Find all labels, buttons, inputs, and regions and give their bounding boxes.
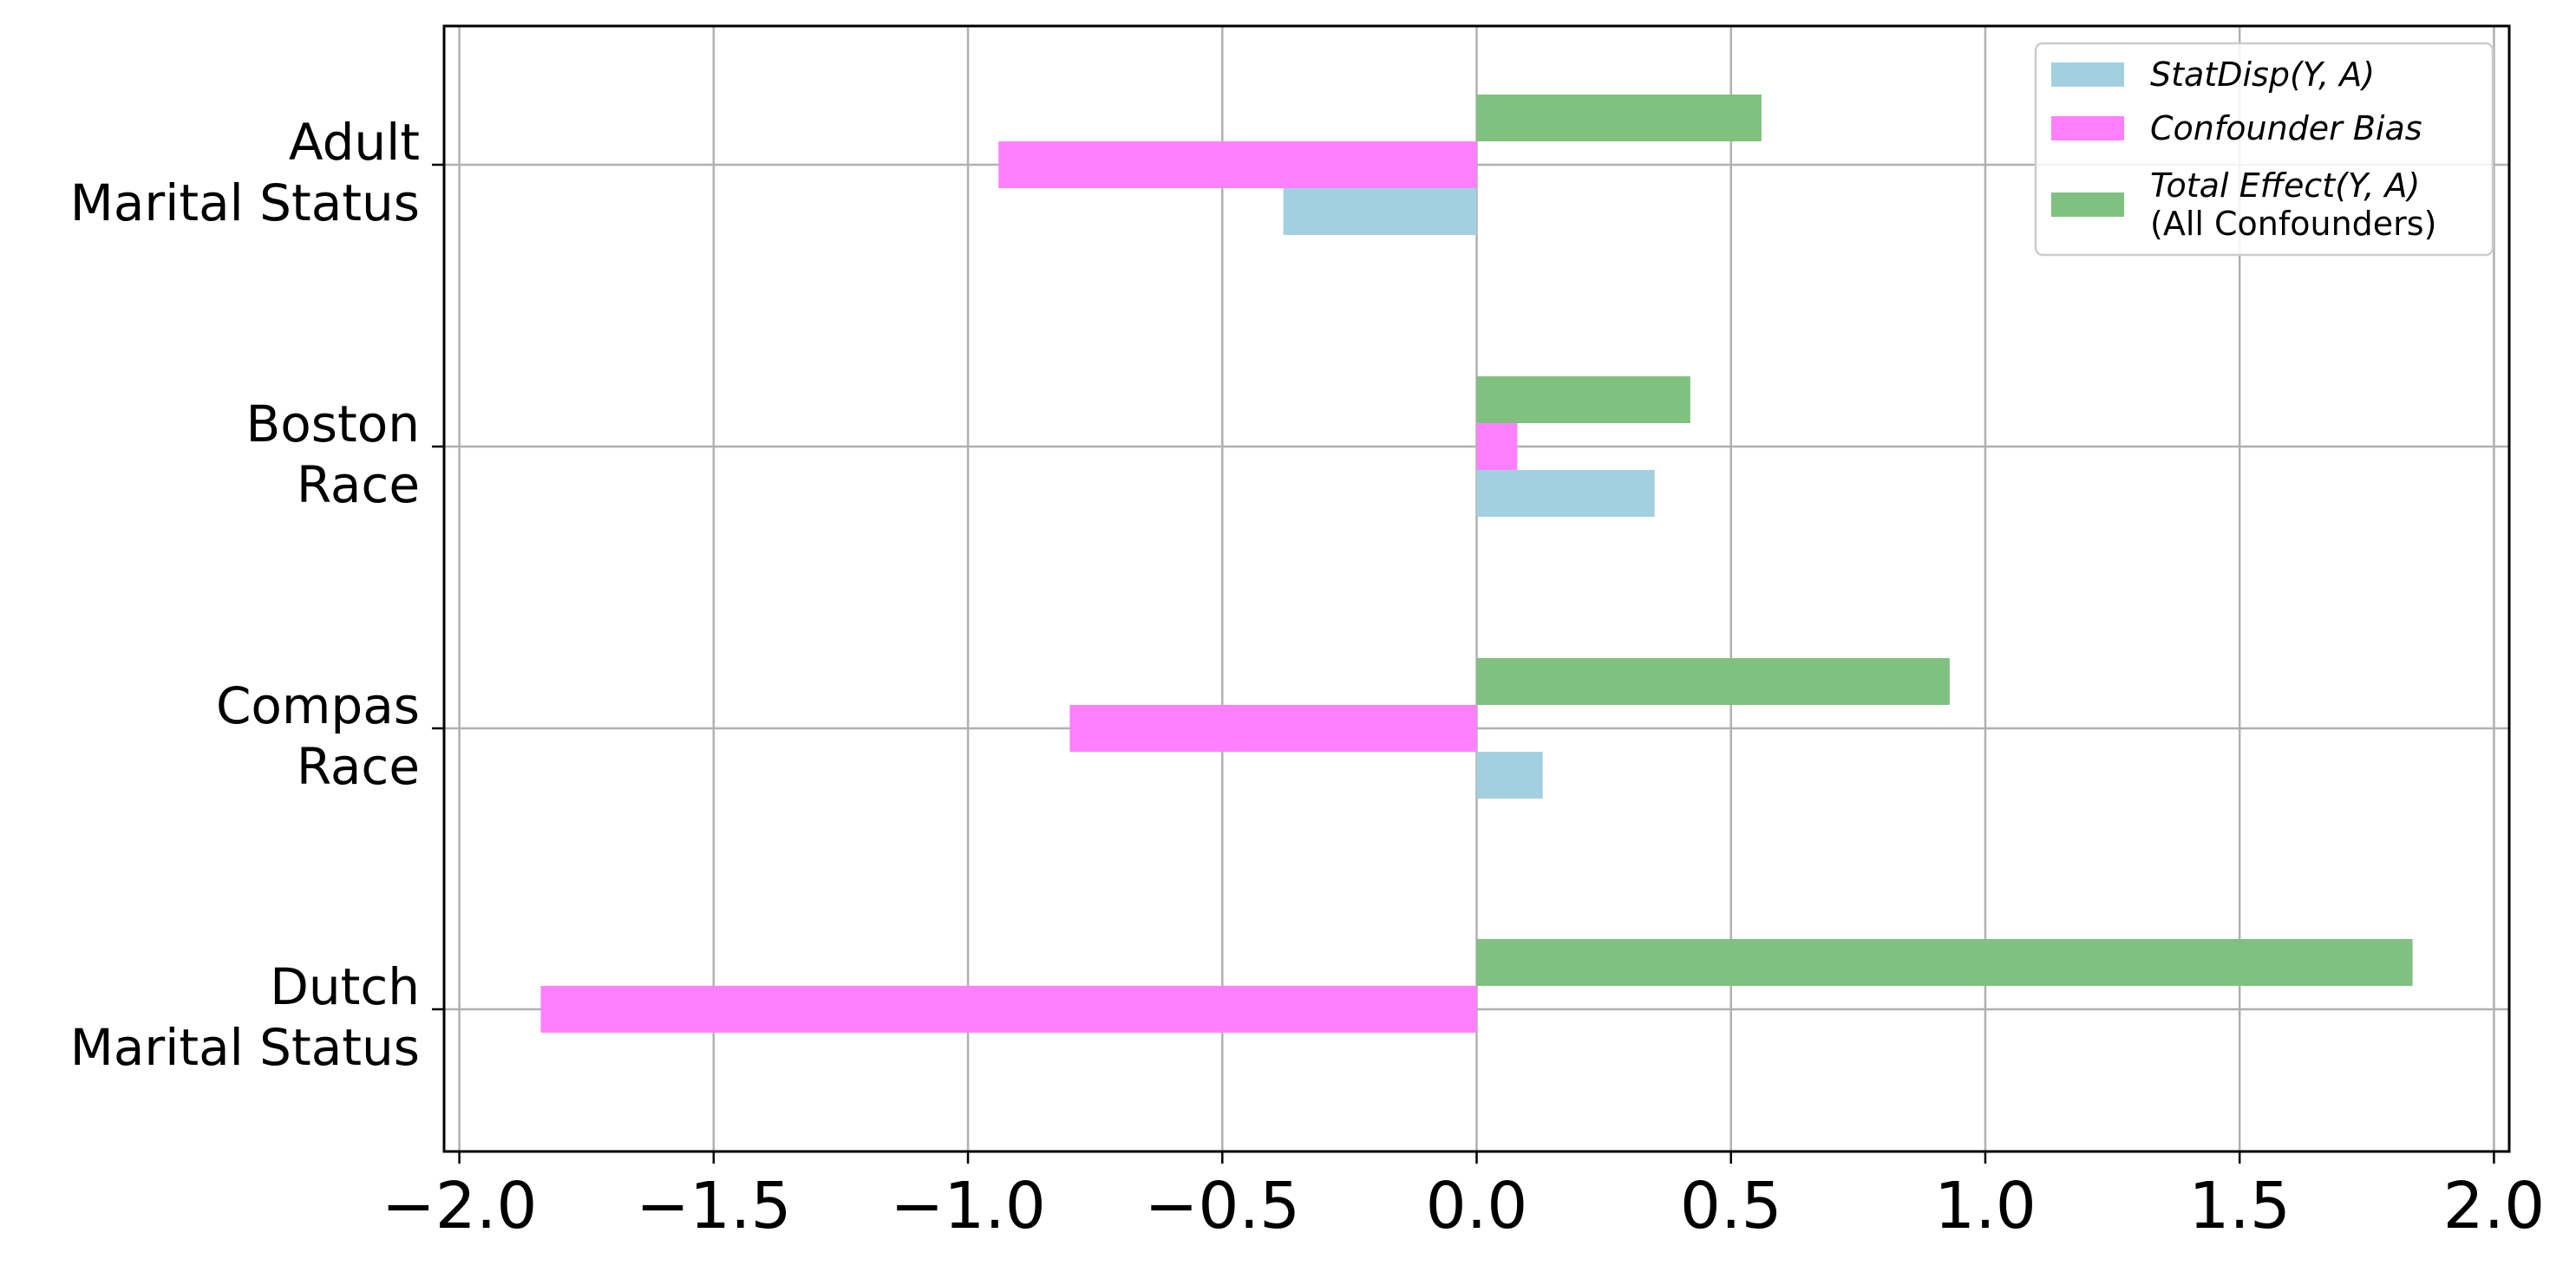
legend: StatDisp(Y, A) Confounder Bias Total Effec… xyxy=(2034,42,2494,257)
legend-swatch xyxy=(2051,62,2124,87)
y-tick-label: Dutch xyxy=(270,957,420,1016)
bar xyxy=(540,986,1477,1033)
legend-swatch xyxy=(2051,116,2124,140)
x-axis: −2.0 −1.5 −1.0 −0.5 0.0 0.5 1.0 1.5 2.0 xyxy=(382,1151,2546,1243)
bar xyxy=(1476,423,1518,470)
legend-label: Confounder Bias xyxy=(2150,109,2422,147)
bar xyxy=(1476,95,1762,141)
x-tick-label: 1.5 xyxy=(2188,1169,2291,1243)
y-tick-label: Marital Status xyxy=(70,1018,420,1077)
x-tick-label: 0.5 xyxy=(1680,1169,1782,1243)
bar xyxy=(1476,939,2413,986)
y-tick-label: Race xyxy=(297,455,420,514)
y-tick-label: Race xyxy=(297,737,420,796)
x-tick-label: −1.0 xyxy=(890,1169,1046,1243)
bar xyxy=(1476,658,1950,705)
x-tick-label: 2.0 xyxy=(2443,1169,2546,1243)
x-tick-label: 1.0 xyxy=(1934,1169,2037,1243)
y-tick-label: Boston xyxy=(246,395,420,453)
bar xyxy=(1069,705,1477,752)
x-tick-label: −0.5 xyxy=(1144,1169,1300,1243)
y-tick-label: Marital Status xyxy=(70,173,420,232)
y-tick-label: Adult xyxy=(289,113,420,172)
legend-label: (All Confounders) xyxy=(2150,205,2436,243)
bar xyxy=(998,141,1477,188)
legend-frame xyxy=(2034,42,2494,257)
legend-label: StatDisp(Y, A) xyxy=(2150,55,2375,94)
x-tick-label: 0.0 xyxy=(1426,1169,1528,1243)
legend-swatch xyxy=(2051,192,2124,217)
bar xyxy=(1476,752,1543,799)
x-tick-label: −2.0 xyxy=(382,1169,538,1243)
bars xyxy=(540,95,2413,1033)
legend-label: Total Effect(Y, A) xyxy=(2150,166,2420,205)
bar xyxy=(1476,470,1655,517)
bar xyxy=(1283,188,1477,235)
x-tick-label: −1.5 xyxy=(636,1169,792,1243)
y-tick-label: Compas xyxy=(216,676,420,735)
bar xyxy=(1476,376,1690,423)
